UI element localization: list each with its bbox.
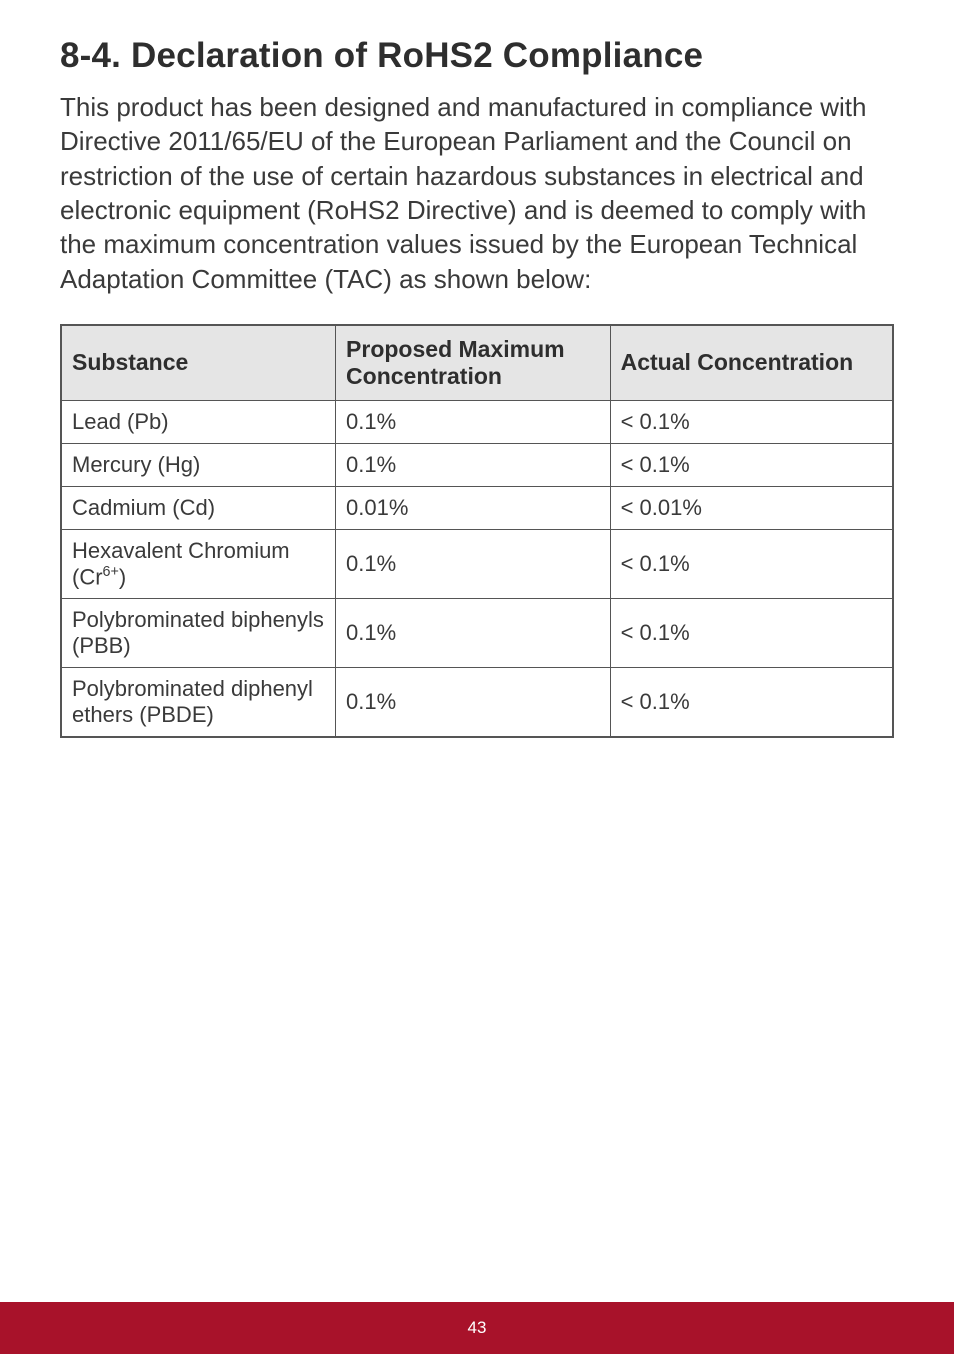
- cell-substance: Cadmium (Cd): [61, 486, 336, 529]
- cell-substance: Hexavalent Chromium (Cr6+): [61, 529, 336, 598]
- cell-proposed: 0.1%: [336, 443, 611, 486]
- page-footer: 43: [0, 1302, 954, 1354]
- table-row: Mercury (Hg) 0.1% < 0.1%: [61, 443, 893, 486]
- cell-actual: < 0.1%: [610, 529, 893, 598]
- cell-proposed: 0.1%: [336, 400, 611, 443]
- cell-substance: Polybrominated biphenyls (PBB): [61, 599, 336, 668]
- table-row: Cadmium (Cd) 0.01% < 0.01%: [61, 486, 893, 529]
- document-page: 8-4. Declaration of RoHS2 Compliance Thi…: [0, 0, 954, 1354]
- cell-actual: < 0.1%: [610, 400, 893, 443]
- cell-proposed: 0.01%: [336, 486, 611, 529]
- cell-substance: Lead (Pb): [61, 400, 336, 443]
- cell-actual: < 0.1%: [610, 599, 893, 668]
- table-row: Polybrominated biphenyls (PBB) 0.1% < 0.…: [61, 599, 893, 668]
- table-row: Lead (Pb) 0.1% < 0.1%: [61, 400, 893, 443]
- intro-paragraph: This product has been designed and manuf…: [60, 90, 894, 296]
- cell-proposed: 0.1%: [336, 668, 611, 738]
- cell-actual: < 0.01%: [610, 486, 893, 529]
- table-row: Hexavalent Chromium (Cr6+) 0.1% < 0.1%: [61, 529, 893, 598]
- page-title: 8-4. Declaration of RoHS2 Compliance: [60, 36, 894, 76]
- cell-actual: < 0.1%: [610, 668, 893, 738]
- cell-substance: Polybrominated diphenyl ethers (PBDE): [61, 668, 336, 738]
- table-header-row: Substance Proposed Maximum Concentration…: [61, 325, 893, 401]
- table-body: Lead (Pb) 0.1% < 0.1% Mercury (Hg) 0.1% …: [61, 400, 893, 737]
- col-header-actual: Actual Concentration: [610, 325, 893, 401]
- page-number: 43: [468, 1318, 487, 1337]
- col-header-substance: Substance: [61, 325, 336, 401]
- cell-substance: Mercury (Hg): [61, 443, 336, 486]
- compliance-table: Substance Proposed Maximum Concentration…: [60, 324, 894, 738]
- col-header-proposed: Proposed Maximum Concentration: [336, 325, 611, 401]
- cell-proposed: 0.1%: [336, 529, 611, 598]
- cell-proposed: 0.1%: [336, 599, 611, 668]
- cell-actual: < 0.1%: [610, 443, 893, 486]
- table-row: Polybrominated diphenyl ethers (PBDE) 0.…: [61, 668, 893, 738]
